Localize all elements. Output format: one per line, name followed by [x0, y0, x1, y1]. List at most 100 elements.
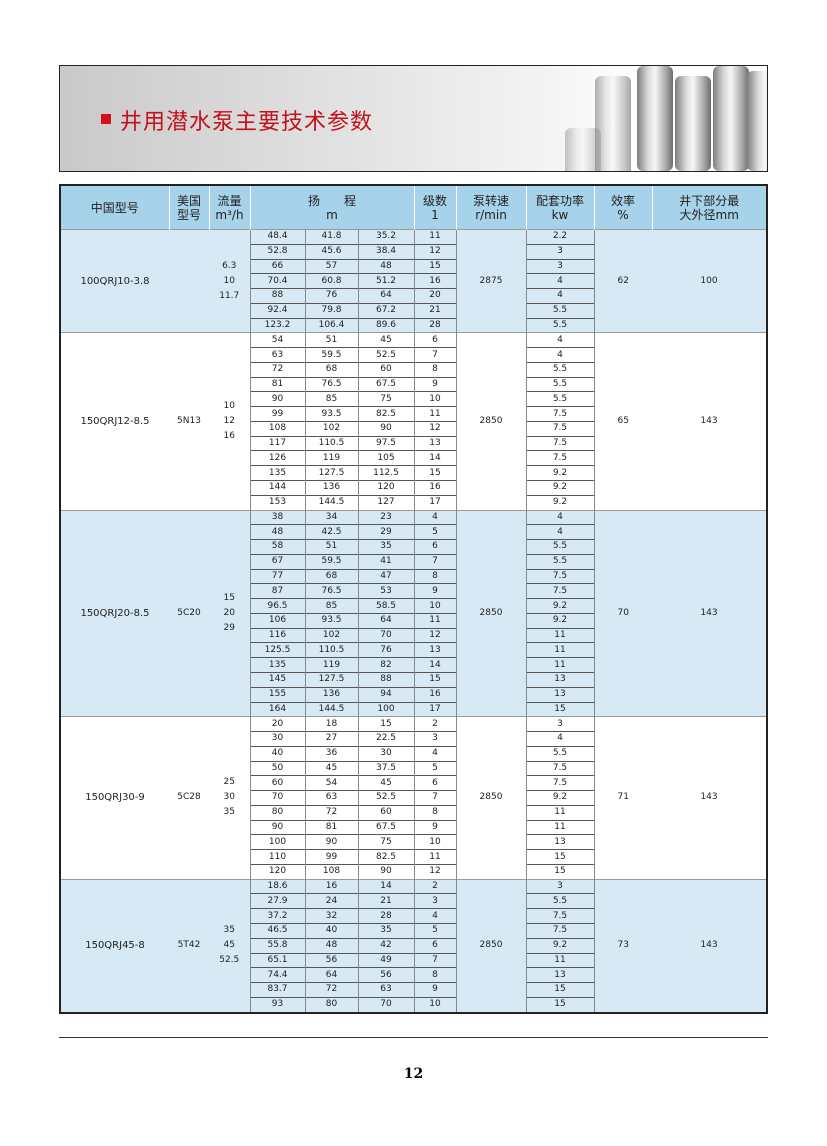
stages-cell: 6: [413, 332, 457, 348]
stages-cell: 6: [413, 775, 457, 791]
cn-model-cell: 150QRJ45-8: [60, 878, 169, 1013]
head-cell-2: 60.8: [304, 273, 359, 289]
table-row: 93 80 70 10 15: [60, 996, 767, 1013]
head-cell-3: 67.5: [357, 819, 415, 835]
power-cell: 5.5: [525, 745, 595, 762]
table-row: 150QRJ12-8.5 5N13 10 12 16 54 51 45 6 2850 4 65 143: [60, 332, 767, 511]
power-cell: 7.5: [525, 406, 595, 422]
head-cell-1: 106: [249, 612, 306, 629]
head-cell-1: 126: [249, 450, 306, 466]
stages-cell: 11: [413, 612, 457, 629]
power-cell: 13: [525, 671, 595, 688]
power-cell: 15: [525, 849, 595, 865]
flow-value: 52.5: [219, 955, 240, 966]
stages-cell: 2: [413, 878, 457, 894]
stages-cell: 7: [413, 952, 457, 968]
head-cell-1: 18.6: [249, 878, 306, 894]
table-row: 58 51 35 6 5.5: [60, 539, 767, 555]
power-cell: 7.5: [525, 420, 595, 437]
stages-cell: 4: [413, 908, 457, 924]
stages-cell: 16: [413, 686, 457, 702]
head-cell-3: 52.5: [357, 790, 415, 806]
table-row: 100QRJ10-3.8 6.3 10 11.7 48.4 41.8 35.2 11 2875 2…: [60, 228, 767, 333]
head-cell-3: 45: [357, 775, 415, 791]
stages-cell: 3: [413, 893, 457, 909]
table-row: 108 102 90 12 7.5: [60, 420, 767, 437]
head-cell-1: 27.9: [249, 893, 306, 909]
power-cell: 5.5: [525, 391, 595, 407]
stages-cell: 7: [413, 553, 457, 570]
flow-value: 35: [223, 925, 235, 936]
head-cell-3: 88: [357, 671, 415, 688]
table-row: 99 93.5 82.5 11 7.5: [60, 406, 767, 422]
head-cell-3: 58.5: [357, 598, 415, 614]
header-unit: m³/h: [215, 207, 244, 222]
head-cell-2: 119: [304, 657, 359, 673]
head-cell-2: 34: [304, 509, 359, 525]
table-row: 81 76.5 67.5 9 5.5: [60, 376, 767, 392]
power-cell: 9.2: [525, 790, 595, 806]
head-cell-1: 30: [249, 731, 306, 747]
head-cell-2: 45.6: [304, 243, 359, 260]
stages-cell: 12: [413, 420, 457, 437]
head-cell-3: 67.2: [357, 302, 415, 319]
head-cell-3: 49: [357, 952, 415, 968]
power-cell: 11: [525, 657, 595, 673]
head-cell-1: 55.8: [249, 937, 306, 954]
head-cell-2: 76: [304, 288, 359, 304]
power-cell: 4: [525, 524, 595, 540]
power-cell: 15: [525, 982, 595, 998]
head-cell-3: 67.5: [357, 376, 415, 392]
header-unit: kw: [551, 207, 569, 222]
head-cell-1: 66: [249, 258, 306, 274]
table-row: 123.2 106.4 89.6 28 5.5: [60, 317, 767, 333]
stages-cell: 8: [413, 967, 457, 983]
flow-value: 29: [223, 622, 235, 633]
power-cell: 4: [525, 332, 595, 348]
stages-cell: 12: [413, 863, 457, 880]
efficiency-cell: 62: [594, 228, 652, 333]
head-cell-3: 42: [357, 937, 415, 954]
stages-cell: 5: [413, 922, 457, 939]
head-cell-2: 136: [304, 686, 359, 702]
head-cell-1: 125.5: [249, 642, 306, 658]
header-label: 扬 程: [307, 193, 356, 208]
power-cell: 3: [525, 258, 595, 274]
stages-cell: 12: [413, 243, 457, 260]
table-row: 46.5 40 35 5 7.5: [60, 922, 767, 939]
table-row: 80 72 60 8 11: [60, 804, 767, 821]
us-model-cell: 5C28: [169, 716, 209, 880]
table-row: 55.8 48 42 6 9.2: [60, 937, 767, 954]
power-cell: 15: [525, 996, 595, 1013]
head-cell-1: 50: [249, 760, 306, 776]
head-cell-3: 63: [357, 982, 415, 998]
head-cell-1: 40: [249, 745, 306, 762]
table-row: 48 42.5 29 5 4: [60, 524, 767, 540]
stages-cell: 4: [413, 745, 457, 762]
head-cell-2: 56: [304, 952, 359, 968]
head-cell-1: 81: [249, 376, 306, 392]
head-cell-2: 93.5: [304, 406, 359, 422]
header-label: 大外径mm: [679, 207, 739, 222]
head-cell-2: 18: [304, 716, 359, 732]
head-cell-3: 70: [357, 996, 415, 1013]
flow-value: 10: [223, 275, 235, 286]
table-row: 88 76 64 20 4: [60, 288, 767, 304]
power-cell: 9.2: [525, 937, 595, 954]
stages-cell: 8: [413, 361, 457, 378]
stages-cell: 9: [413, 982, 457, 998]
cn-model-cell: 100QRJ10-3.8: [60, 228, 169, 333]
head-cell-3: 41: [357, 553, 415, 570]
stages-cell: 15: [413, 258, 457, 274]
head-cell-3: 48: [357, 258, 415, 274]
head-cell-1: 83.7: [249, 982, 306, 998]
table-row: 52.8 45.6 38.4 12 3: [60, 243, 767, 260]
header-label: 泵转速: [472, 193, 509, 208]
head-cell-3: 15: [357, 716, 415, 732]
head-cell-2: 59.5: [304, 553, 359, 570]
header-diameter: 井下部分最 大外径mm: [652, 185, 768, 230]
head-cell-3: 89.6: [357, 317, 415, 333]
head-cell-3: 51.2: [357, 273, 415, 289]
flow-cell: 10 12 16: [209, 332, 250, 511]
